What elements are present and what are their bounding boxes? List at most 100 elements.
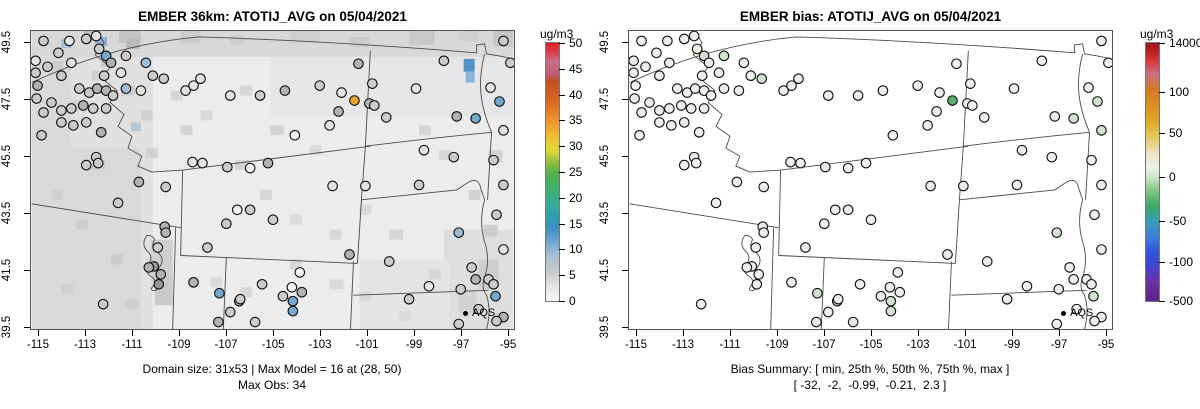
right-map-canvas	[629, 31, 1112, 329]
site-marker	[860, 157, 872, 169]
site-marker	[80, 159, 92, 171]
site-marker	[143, 262, 155, 273]
site-marker	[741, 262, 753, 273]
state-border	[770, 227, 775, 329]
colorbar-tick	[1159, 301, 1165, 302]
site-marker	[254, 90, 266, 101]
site-marker	[912, 80, 923, 91]
site-marker	[36, 129, 47, 141]
site-marker	[751, 278, 763, 290]
site-marker	[95, 127, 107, 138]
site-marker	[262, 157, 274, 169]
site-marker	[152, 242, 164, 253]
site-marker	[100, 103, 112, 114]
site-marker	[155, 269, 167, 280]
site-marker	[455, 283, 467, 295]
site-marker	[1071, 303, 1082, 315]
x-axis-label: -97	[1050, 339, 1068, 351]
site-marker	[287, 295, 299, 307]
site-marker	[485, 82, 496, 93]
raster-cell	[240, 287, 253, 298]
right-x-axis: -115 -113 -111 -109 -107 -105 -103 -101 -99 -97 -9…	[625, 330, 1115, 356]
site-marker	[234, 293, 246, 305]
y-axis-tick	[622, 99, 628, 100]
x-axis-tick	[730, 330, 731, 336]
y-axis-label: 47.5	[599, 87, 612, 111]
site-marker	[664, 103, 675, 114]
site-marker	[1021, 280, 1033, 292]
x-axis-label: -109	[167, 339, 191, 351]
site-marker	[1086, 278, 1097, 290]
raster-cell	[483, 224, 498, 237]
site-marker	[1083, 82, 1094, 93]
state-border	[356, 199, 362, 264]
site-marker	[892, 267, 904, 278]
site-marker	[733, 85, 745, 96]
site-marker	[822, 90, 834, 101]
state-border	[820, 257, 825, 329]
state-border	[780, 145, 969, 171]
site-marker	[286, 281, 298, 293]
site-marker	[819, 161, 831, 173]
x-axis-label: -101	[355, 339, 379, 351]
site-marker	[1051, 318, 1063, 329]
y-axis-label: 41.5	[1, 258, 14, 282]
site-marker	[922, 120, 933, 131]
site-marker	[786, 276, 797, 288]
x-axis-label: -107	[812, 339, 836, 351]
site-marker	[403, 293, 415, 305]
site-marker	[256, 278, 268, 290]
site-marker	[66, 103, 77, 114]
colorbar-tick-label: 10	[569, 242, 583, 257]
site-marker	[678, 159, 690, 171]
y-axis-label: 49.5	[599, 30, 612, 54]
raster-cell	[71, 100, 82, 111]
site-marker	[965, 78, 976, 89]
site-marker	[786, 80, 797, 91]
site-marker	[756, 73, 768, 84]
site-marker	[689, 83, 701, 94]
site-marker	[703, 57, 715, 69]
raster-cell	[76, 219, 89, 230]
state-border	[182, 145, 371, 171]
site-marker	[1011, 179, 1023, 191]
raster-cell	[235, 160, 250, 171]
site-marker	[383, 256, 395, 267]
x-axis-label: -103	[308, 339, 332, 351]
site-marker	[678, 117, 690, 128]
site-marker	[718, 83, 730, 94]
right-map-panel: AQS	[628, 30, 1113, 330]
colorbar-tick	[1159, 43, 1165, 44]
y-axis-tick	[24, 156, 30, 157]
colorbar-tick-label: 45	[569, 61, 583, 76]
site-marker	[885, 295, 897, 307]
site-marker	[750, 242, 762, 253]
raster-cell	[260, 189, 273, 200]
colorbar-tick	[1159, 221, 1165, 223]
colorbar-tick-label: 40	[569, 87, 583, 102]
state-border	[629, 203, 779, 229]
raster-cell	[349, 36, 370, 47]
state-border	[480, 53, 492, 133]
x-axis-label: -95	[1097, 339, 1115, 351]
colorbar-tick	[559, 94, 565, 96]
site-marker	[934, 87, 945, 98]
raster-cell	[359, 204, 372, 215]
x-axis-tick	[414, 330, 415, 336]
raster-cell	[468, 189, 481, 200]
colorbar-tick-label: 25	[569, 165, 583, 179]
site-marker	[629, 93, 640, 104]
colorbar-tick-label: 35	[569, 113, 583, 128]
site-marker	[91, 83, 103, 94]
site-marker	[640, 61, 651, 73]
site-marker	[180, 85, 191, 96]
site-marker	[654, 105, 665, 116]
colorbar-tick-label: 50	[1169, 126, 1183, 141]
site-marker	[875, 290, 887, 302]
site-marker	[958, 180, 969, 192]
x-axis-tick	[273, 330, 274, 336]
site-marker	[758, 227, 770, 238]
x-axis-label: -115	[26, 339, 50, 351]
site-marker	[758, 181, 770, 193]
x-axis-tick	[965, 330, 966, 336]
